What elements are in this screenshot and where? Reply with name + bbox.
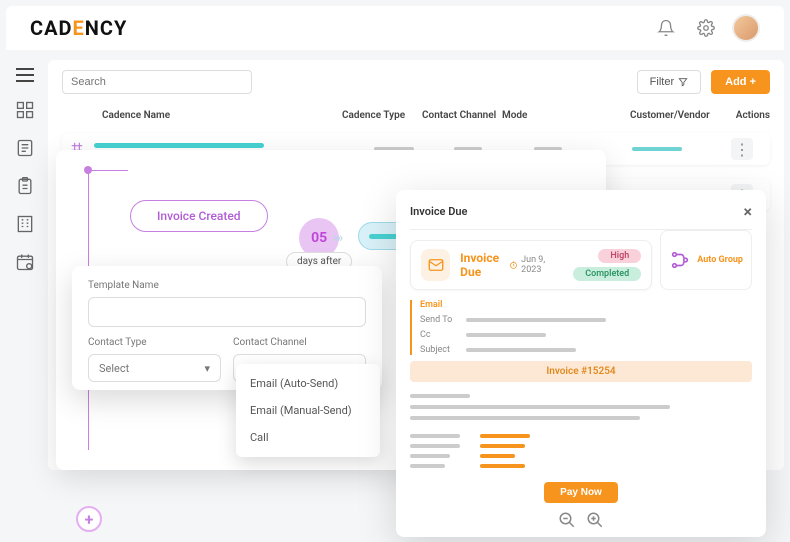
priority-badge: High: [598, 249, 641, 263]
logo: CADENCY: [30, 16, 127, 40]
col-cv: Customer/Vendor: [630, 106, 720, 125]
row-actions-icon[interactable]: ⋮: [731, 138, 753, 160]
template-name-input[interactable]: [88, 297, 366, 327]
invoice-ref: Invoice #15254: [410, 361, 752, 382]
contact-channel-label: Contact Channel: [233, 337, 366, 348]
detail-date: Jun 9, 2023: [509, 255, 563, 275]
days-badge: 05 days after: [286, 218, 352, 271]
col-actions: Actions: [720, 106, 770, 125]
envelope-icon: [421, 249, 450, 281]
sidebar: [6, 60, 44, 272]
add-button[interactable]: Add +: [711, 70, 770, 94]
col-cchan: Contact Channel: [422, 106, 502, 125]
contact-type-label: Contact Type: [88, 337, 221, 348]
col-mode: Mode: [502, 106, 562, 125]
avatar[interactable]: [732, 14, 760, 42]
grid-icon[interactable]: [15, 100, 35, 120]
content-grid: [410, 434, 752, 468]
close-icon[interactable]: ×: [744, 202, 753, 221]
building-icon[interactable]: [15, 214, 35, 234]
detail-panel: Invoice Due × Invoice Due Jun 9, 2023 Hi…: [396, 190, 766, 537]
cc-label: Cc: [420, 330, 456, 340]
detail-header: Invoice Due: [410, 205, 467, 218]
menu-toggle-icon[interactable]: [16, 68, 34, 82]
workflow-start-pill: Invoice Created: [130, 200, 268, 232]
template-name-label: Template Name: [88, 280, 366, 291]
search-input[interactable]: [62, 70, 252, 94]
detail-title: Invoice Due: [460, 251, 499, 279]
calendar-icon[interactable]: [15, 252, 35, 272]
col-ctype: Cadence Type: [342, 106, 422, 125]
dropdown-option[interactable]: Email (Manual-Send): [236, 397, 380, 424]
gear-icon[interactable]: [690, 12, 722, 44]
zoom-out-icon[interactable]: [558, 511, 576, 529]
table-header: Cadence Name Cadence Type Contact Channe…: [62, 106, 770, 125]
arrows-icon: »»: [332, 230, 341, 246]
notifications-icon[interactable]: [650, 12, 682, 44]
zoom-in-icon[interactable]: [586, 511, 604, 529]
toolbar: Filter Add +: [62, 70, 770, 94]
invoice-icon[interactable]: [15, 138, 35, 158]
status-badge: Completed: [573, 267, 641, 281]
col-name: Cadence Name: [62, 106, 342, 125]
subject-label: Subject: [420, 345, 456, 355]
sendto-label: Send To: [420, 315, 456, 325]
contact-type-select[interactable]: Select▾: [88, 354, 221, 382]
dropdown-option[interactable]: Call: [236, 424, 380, 451]
auto-group-box[interactable]: Auto Group: [660, 230, 752, 290]
contact-channel-dropdown: Email (Auto-Send) Email (Manual-Send) Ca…: [236, 364, 380, 457]
topbar: CADENCY: [6, 6, 784, 50]
filter-button[interactable]: Filter: [637, 70, 701, 94]
clipboard-icon[interactable]: [15, 176, 35, 196]
add-step-button[interactable]: +: [76, 506, 102, 532]
content-preview: [410, 394, 752, 420]
email-label: Email: [420, 300, 456, 310]
dropdown-option[interactable]: Email (Auto-Send): [236, 370, 380, 397]
pay-now-button[interactable]: Pay Now: [544, 482, 618, 503]
